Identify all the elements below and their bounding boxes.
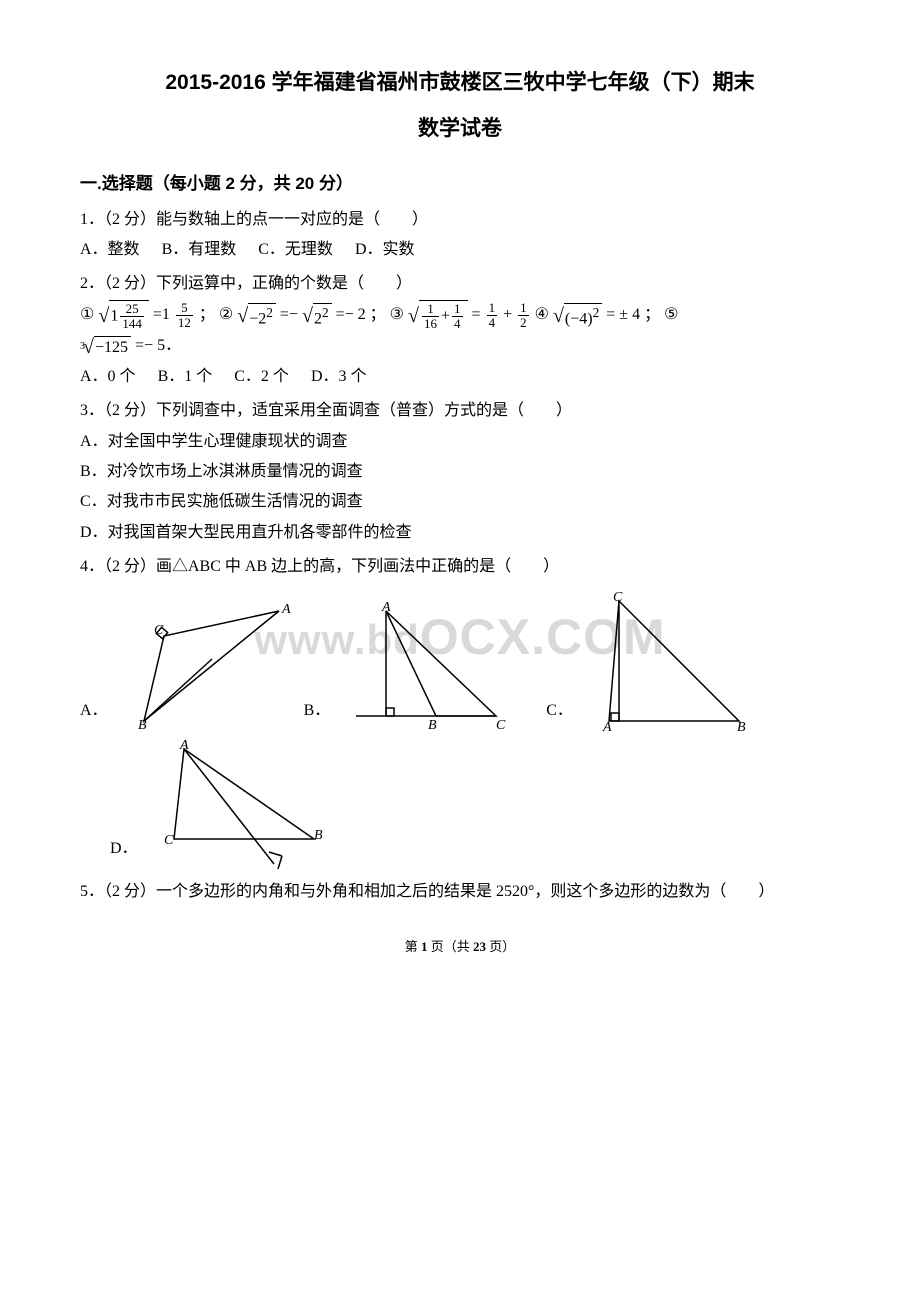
q4-D-label: D． (110, 834, 138, 868)
q1-C: C．无理数 (258, 241, 333, 258)
svg-text:A: A (602, 720, 612, 731)
sqrt-icon: √ 116+14 (408, 300, 468, 332)
q2-A: A．0 个 (80, 368, 136, 385)
q2-B: B．1 个 (158, 368, 213, 385)
eq: =− 5． (135, 331, 181, 361)
q4-B-label: B． (304, 696, 331, 730)
triangle-figure-b: A B C (346, 601, 506, 731)
frac-num: 25 (120, 302, 144, 317)
frac: 512 (176, 301, 193, 331)
q5-stem: 5．（2 分）一个多边形的内角和与外角和相加之后的结果是 2520°，则这个多边… (80, 877, 840, 907)
title-line2: 数学试卷 (80, 106, 840, 152)
question-1: 1．（2 分）能与数轴上的点一一对应的是（ ） A．整数 B．有理数 C．无理数… (80, 205, 840, 266)
eq: =− (280, 300, 298, 330)
svg-text:B: B (428, 718, 437, 731)
q4-A-label: A． (80, 696, 108, 730)
frac-den: 4 (487, 316, 498, 330)
sqrt-icon: √22 (302, 303, 332, 329)
q2-choices: A．0 个 B．1 个 C．2 个 D．3 个 (80, 362, 840, 392)
triangle-figure-c: C A B (589, 591, 749, 731)
q2-circ1: ① (80, 300, 94, 330)
frac: 12 (518, 301, 529, 331)
svg-text:C: C (613, 591, 623, 605)
sqrt-icon: √ 125144 (98, 300, 148, 332)
cuberoot-icon: √−125 (83, 336, 131, 357)
q4-figures-row2: D． A C B (110, 739, 840, 869)
radicand: −2 (249, 310, 266, 327)
q3-A: A．对全国中学生心理健康现状的调查 (80, 427, 840, 457)
page-title: 2015-2016 学年福建省福州市鼓楼区三牧中学七年级（下）期末 数学试卷 (80, 60, 840, 152)
section-header: 一.选择题（每小题 2 分，共 20 分） (80, 168, 840, 200)
page-footer: 第 1 页（共 23 页） (80, 935, 840, 960)
frac-den: 16 (422, 317, 439, 331)
frac-num: 5 (176, 301, 193, 316)
svg-text:B: B (138, 718, 147, 731)
q2-stem: 2．（2 分）下列运算中，正确的个数是（ ） (80, 269, 840, 299)
frac-num: 1 (518, 301, 529, 316)
question-2: 2．（2 分）下列运算中，正确的个数是（ ） ① √ 125144 =1 512… (80, 269, 840, 392)
q2-C: C．2 个 (234, 368, 289, 385)
frac: 14 (487, 301, 498, 331)
q2-circ5: ⑤ (664, 300, 678, 330)
svg-text:A: A (179, 739, 189, 753)
q4-C-label: C． (546, 696, 573, 730)
footer-prefix: 第 (405, 939, 421, 954)
question-3: 3．（2 分）下列调查中，适宜采用全面调查（普查）方式的是（ ） A．对全国中学… (80, 396, 840, 548)
q3-D: D．对我国首架大型民用直升机各零部件的检查 (80, 518, 840, 548)
svg-text:A: A (381, 601, 391, 615)
plus: + (503, 300, 512, 330)
frac-num: 1 (452, 302, 463, 317)
svg-text:B: B (314, 828, 323, 843)
triangle-figure-a: B A C (124, 601, 294, 731)
sqrt-icon: √−22 (237, 303, 276, 329)
q2-D: D．3 个 (311, 368, 367, 385)
footer-mid: 页（共 (427, 939, 473, 954)
frac-num: 1 (487, 301, 498, 316)
svg-text:C: C (496, 718, 506, 731)
radicand: (−4) (565, 310, 593, 327)
frac-den: 144 (120, 317, 144, 331)
question-5: 5．（2 分）一个多边形的内角和与外角和相加之后的结果是 2520°，则这个多边… (80, 877, 840, 907)
mixed-int: 1 (110, 307, 118, 324)
q1-stem: 1．（2 分）能与数轴上的点一一对应的是（ ） (80, 205, 840, 235)
footer-suffix: 页） (486, 939, 515, 954)
sqrt-icon: √(−4)2 (553, 303, 602, 329)
question-4: 4．（2 分）画△ABC 中 AB 边上的高，下列画法中正确的是（ ） A． B… (80, 552, 840, 868)
q2-circ3: ③ (390, 300, 404, 330)
q4-stem: 4．（2 分）画△ABC 中 AB 边上的高，下列画法中正确的是（ ） (80, 552, 840, 582)
q4-figures-row1: A． B A C B． A B (80, 591, 840, 731)
q2-formula: ① √ 125144 =1 512 ； ② √−22 =− √22 =− 2 ；… (80, 300, 840, 332)
q3-B: B．对冷饮市场上冰淇淋质量情况的调查 (80, 457, 840, 487)
q3-stem: 3．（2 分）下列调查中，适宜采用全面调查（普查）方式的是（ ） (80, 396, 840, 426)
semi: ； (199, 300, 215, 330)
q1-A: A．整数 (80, 241, 140, 258)
radicand: −125 (94, 336, 131, 357)
q1-choices: A．整数 B．有理数 C．无理数 D．实数 (80, 235, 840, 265)
eq: = ± 4 ； (606, 300, 660, 330)
q2-circ2: ② (219, 300, 233, 330)
frac-den: 12 (176, 316, 193, 330)
triangle-figure-d: A C B (154, 739, 344, 869)
eq: = (472, 300, 481, 330)
title-line1: 2015-2016 学年福建省福州市鼓楼区三牧中学七年级（下）期末 (80, 60, 840, 106)
q1-B: B．有理数 (162, 241, 237, 258)
radicand: 2 (314, 310, 322, 327)
svg-text:C: C (164, 833, 174, 848)
eq: =− 2 ； (336, 300, 386, 330)
eq: =1 (153, 300, 170, 330)
footer-total: 23 (473, 939, 486, 954)
q3-C: C．对我市市民实施低碳生活情况的调查 (80, 487, 840, 517)
frac-num: 1 (422, 302, 439, 317)
q1-D: D．实数 (355, 241, 415, 258)
frac-den: 2 (518, 316, 529, 330)
frac-den: 4 (452, 317, 463, 331)
q2-formula-2: 3 √−125 =− 5． (80, 331, 840, 361)
svg-text:C: C (154, 623, 164, 638)
svg-text:A: A (281, 602, 291, 617)
svg-text:B: B (737, 720, 746, 731)
q2-circ4: ④ (535, 300, 549, 330)
